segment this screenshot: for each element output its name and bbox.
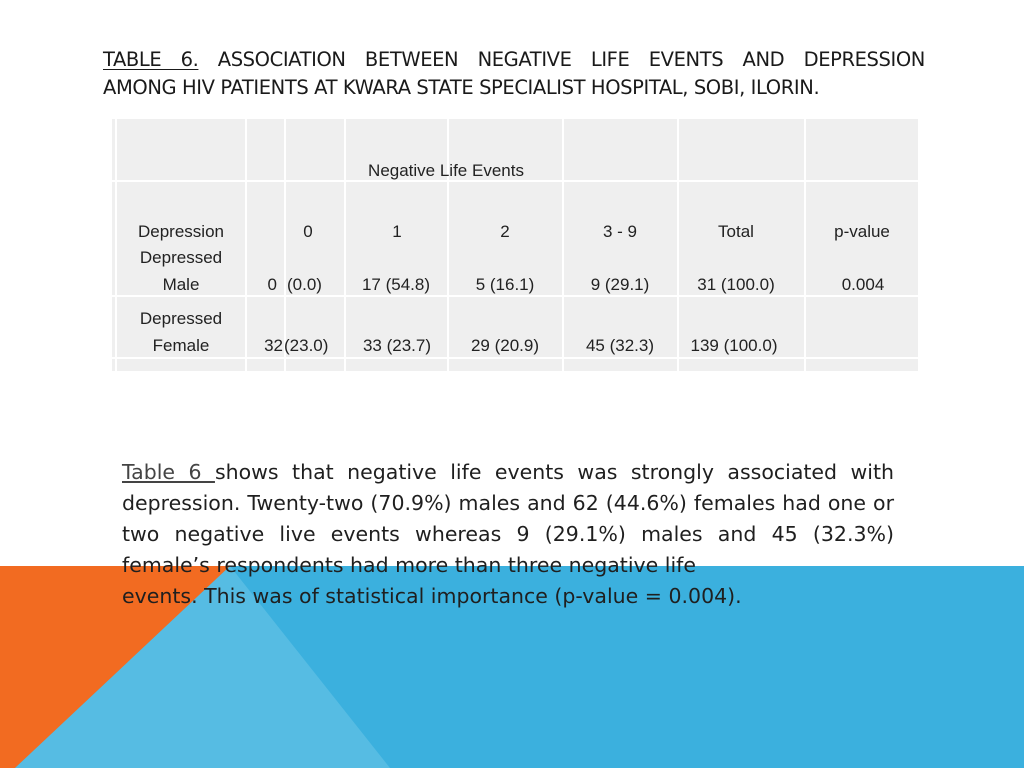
row-female-total: 139 (100.0) [690, 336, 778, 355]
row-male-label-1: Depressed [139, 248, 223, 267]
row-male-c2: 5 (16.1) [475, 275, 535, 294]
row-female-c2: 29 (20.9) [470, 336, 540, 355]
title-line-2: among HIV patients at Kwara State Specia… [103, 76, 820, 99]
row-male-n0: 0 [267, 275, 277, 294]
row-male-c3: 9 (29.1) [590, 275, 650, 294]
col-header-0: 0 [303, 222, 313, 241]
col-header-1: 1 [392, 222, 402, 241]
col-header-pvalue: p-value [834, 222, 890, 241]
slide-title: Table 6. Association between negative li… [103, 46, 925, 102]
light-blue-triangle [15, 566, 390, 768]
paragraph-text: shows that negative life events was stro… [122, 460, 894, 577]
col-header-total: Total [718, 222, 754, 241]
title-line-1: Table 6. Association between negative li… [103, 46, 925, 74]
row-female-c1: 33 (23.7) [362, 336, 432, 355]
paragraph-last-line: events. This was of statistical importan… [122, 584, 742, 608]
row-female-label-1: Depressed [139, 309, 223, 328]
row-female-n0: 32 [264, 336, 283, 355]
row-male-p0: (0.0) [287, 275, 322, 294]
summary-paragraph: Table 6 shows that negative life events … [122, 457, 894, 612]
row-female-p0: (23.0) [284, 336, 329, 355]
col-header-2: 2 [500, 222, 510, 241]
col-header-3-9: 3 - 9 [602, 222, 638, 241]
title-line-1-rest: Association between negative life events… [217, 48, 926, 71]
table-reference-link[interactable]: Table 6 [122, 460, 215, 484]
row-male-c1: 17 (54.8) [361, 275, 431, 294]
association-table: Negative Life Events Depression 0 1 2 3 … [112, 119, 918, 371]
row-male-pvalue: 0.004 [841, 275, 885, 294]
title-lead: Table 6. [103, 48, 199, 71]
col-header-depression: Depression [138, 222, 224, 241]
row-male-total: 31 (100.0) [697, 275, 775, 294]
group-header: Negative Life Events [368, 161, 524, 180]
row-female-c3: 45 (32.3) [585, 336, 655, 355]
row-male-label-2: Male [162, 275, 200, 294]
row-female-label-2: Female [152, 336, 210, 355]
